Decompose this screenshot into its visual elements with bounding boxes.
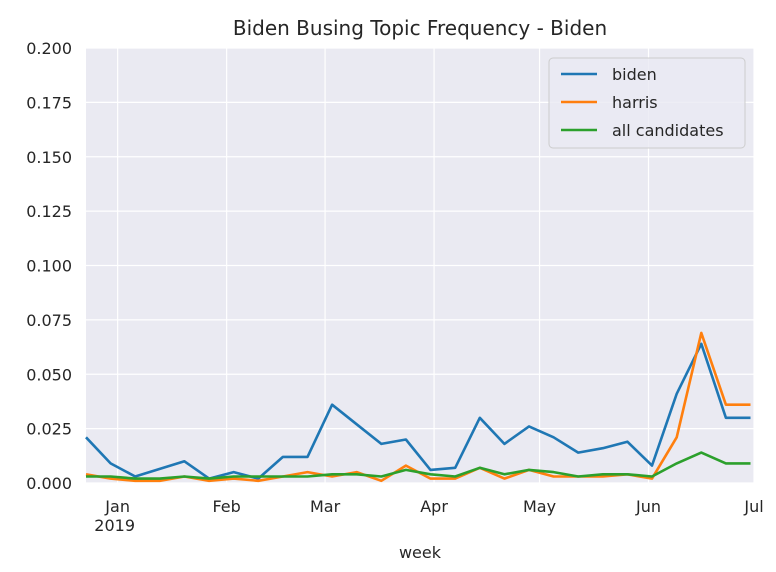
y-tick-label: 0.150 [26, 148, 72, 167]
y-tick-label: 0.175 [26, 93, 72, 112]
y-tick-label: 0.200 [26, 39, 72, 58]
legend-box [548, 57, 746, 149]
chart-title: Biden Busing Topic Frequency - Biden [233, 16, 607, 40]
x-tick-label: Feb [212, 497, 240, 516]
grid [86, 47, 755, 484]
y-tick-label: 0.025 [26, 420, 72, 439]
x-tick-label: Jan [104, 497, 130, 516]
y-tick-label: 0.125 [26, 202, 72, 221]
y-tick-labels: 0.000 0.025 0.050 0.075 0.100 0.125 0.150 0.175… [26, 39, 72, 493]
series-lines [85, 331, 751, 483]
x-tick-label: Apr [420, 497, 448, 516]
legend-label: all candidates [612, 121, 724, 140]
x-tick-label: Jun [635, 497, 661, 516]
y-tick-label: 0.100 [26, 257, 72, 276]
series-line-all-candidates [86, 451, 751, 480]
y-tick-label: 0.050 [26, 365, 72, 384]
series-line-biden [85, 342, 751, 480]
x-tick-label: Jul [743, 497, 763, 516]
legend-label: harris [612, 93, 658, 112]
x-tick-label: Mar [310, 497, 341, 516]
y-tick-label: 0.075 [26, 311, 72, 330]
legend-label: biden [612, 65, 657, 84]
legend: biden harris all candidates [548, 57, 746, 149]
x-axis-label: week [399, 543, 442, 562]
x-tick-sublabel: 2019 [94, 516, 135, 535]
x-tick-label: May [523, 497, 556, 516]
y-tick-label: 0.000 [26, 474, 72, 493]
